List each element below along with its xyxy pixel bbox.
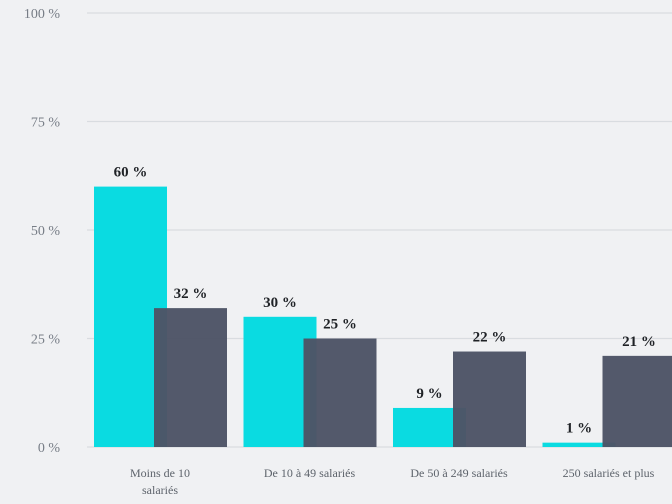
y-tick-label: 0 % — [38, 441, 61, 456]
y-tick-label: 25 % — [31, 333, 61, 348]
bar-series2-4 — [602, 355, 672, 447]
y-tick-label: 100 % — [24, 7, 61, 22]
bar-series2-1 — [154, 308, 227, 447]
data-label: 30 % — [263, 295, 297, 311]
x-tick-label: De 10 à 49 salariés — [264, 466, 356, 480]
data-label: 32 % — [174, 286, 208, 302]
data-label: 1 % — [566, 421, 592, 437]
data-label: 60 % — [114, 165, 148, 181]
bar-series1-4 — [542, 442, 616, 447]
y-tick-label: 75 % — [31, 116, 61, 131]
x-tick-label: 250 salariés et plus — [563, 466, 655, 480]
data-label: 21 % — [622, 334, 656, 350]
bar-series2-3 — [453, 351, 526, 447]
data-label: 25 % — [323, 317, 357, 333]
y-tick-label: 50 % — [31, 224, 61, 239]
bar-series2-2 — [303, 338, 377, 447]
x-tick-label: salariés — [142, 483, 178, 497]
x-tick-label: De 50 à 249 salariés — [410, 466, 508, 480]
x-tick-label: Moins de 10 — [130, 466, 190, 480]
data-label: 22 % — [473, 330, 507, 346]
data-label: 9 % — [416, 386, 442, 402]
